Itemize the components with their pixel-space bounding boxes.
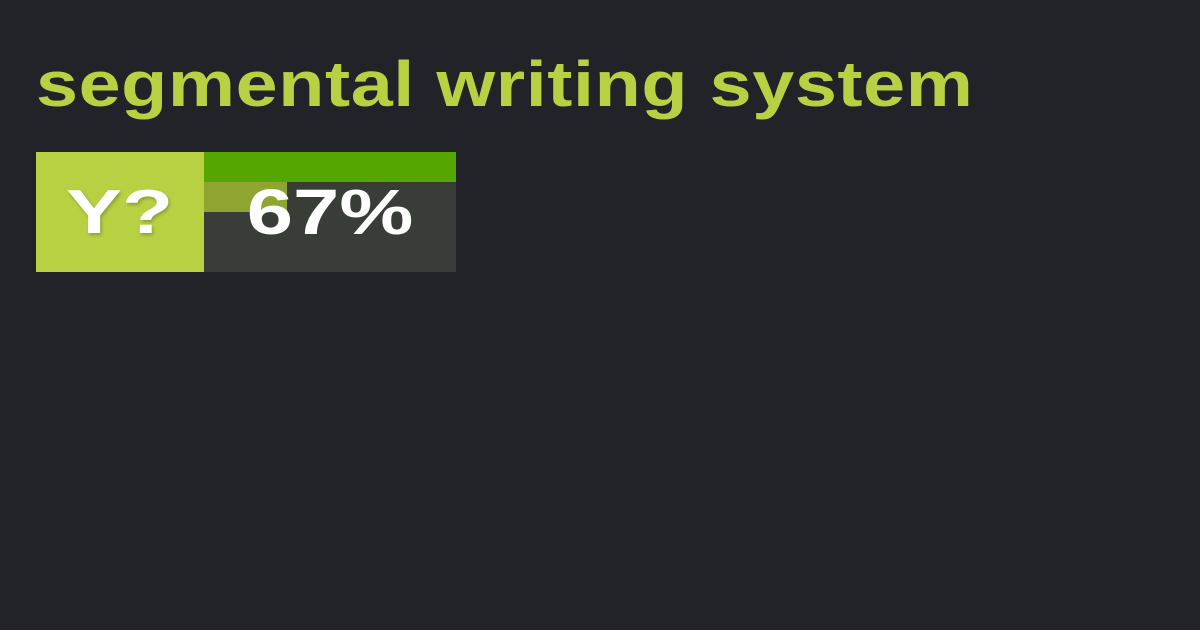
progress-bar-bottom bbox=[204, 182, 288, 212]
badge-label: Y? bbox=[66, 177, 174, 247]
percent-value-wrap: 67% bbox=[204, 152, 456, 272]
progress-bar-top bbox=[204, 152, 456, 182]
percent-value: 67% bbox=[246, 176, 414, 248]
badge-label-box: Y? bbox=[36, 152, 204, 272]
badge-percent-panel: 67% bbox=[204, 152, 456, 272]
score-badge: Y? 67% bbox=[36, 152, 456, 272]
page-title: segmental writing system bbox=[36, 48, 974, 120]
